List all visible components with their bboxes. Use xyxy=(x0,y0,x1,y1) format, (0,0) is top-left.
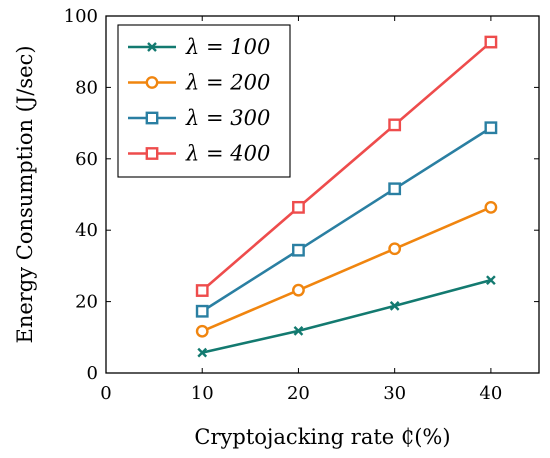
legend-label: λ = 100 xyxy=(185,35,270,59)
legend-entry: λ = 200 xyxy=(128,71,270,95)
legend-entry: λ = 100 xyxy=(128,35,270,59)
data-point xyxy=(389,301,400,311)
data-point xyxy=(195,304,209,318)
y-tick-label: 20 xyxy=(75,292,98,313)
data-point xyxy=(293,326,304,336)
data-point xyxy=(486,275,496,286)
series-line xyxy=(201,206,492,333)
legend-entry: λ = 300 xyxy=(128,106,270,130)
data-point xyxy=(388,118,402,132)
data-point xyxy=(197,347,208,358)
series-line xyxy=(201,278,492,354)
y-axis-label: Energy Consumption (J/sec) xyxy=(13,45,37,343)
data-point xyxy=(195,324,209,338)
legend-swatch-marker xyxy=(145,147,159,160)
series-4 xyxy=(195,35,498,297)
y-tick-label: 0 xyxy=(87,363,98,384)
legend-label: λ = 400 xyxy=(185,142,270,166)
legend-swatch-marker xyxy=(147,42,157,52)
data-point xyxy=(195,284,209,297)
series-3 xyxy=(195,121,498,318)
y-tick-label: 80 xyxy=(75,77,98,98)
x-tick-label: 40 xyxy=(479,383,502,404)
legend-label: λ = 300 xyxy=(185,106,270,130)
data-point xyxy=(388,182,402,196)
legend-entry: λ = 400 xyxy=(128,142,270,166)
x-tick-label: 10 xyxy=(191,383,214,404)
series-2 xyxy=(195,200,498,338)
data-point xyxy=(484,121,498,135)
y-tick-label: 60 xyxy=(75,149,98,170)
data-point xyxy=(484,200,498,214)
data-point xyxy=(292,283,305,297)
data-point xyxy=(292,243,305,257)
x-tick-label: 20 xyxy=(287,383,310,404)
data-point xyxy=(388,242,402,256)
y-tick-label: 40 xyxy=(75,220,98,241)
legend: λ = 100 λ = 200 λ = 300 λ = 400 xyxy=(117,24,291,178)
x-axis-label: Cryptojacking rate ₵(%) xyxy=(194,425,450,449)
series-line xyxy=(201,41,492,292)
series-1 xyxy=(197,275,496,358)
series-line xyxy=(201,126,492,313)
legend-label: λ = 200 xyxy=(185,71,270,95)
data-point xyxy=(484,35,498,49)
plot-frame xyxy=(105,15,540,374)
y-tick-label: 100 xyxy=(64,6,98,27)
x-tick-label: 0 xyxy=(100,383,111,404)
x-tick-label: 30 xyxy=(383,383,406,404)
data-point xyxy=(292,200,305,214)
legend-swatch-marker xyxy=(145,76,159,89)
legend-swatch-marker xyxy=(145,111,159,125)
